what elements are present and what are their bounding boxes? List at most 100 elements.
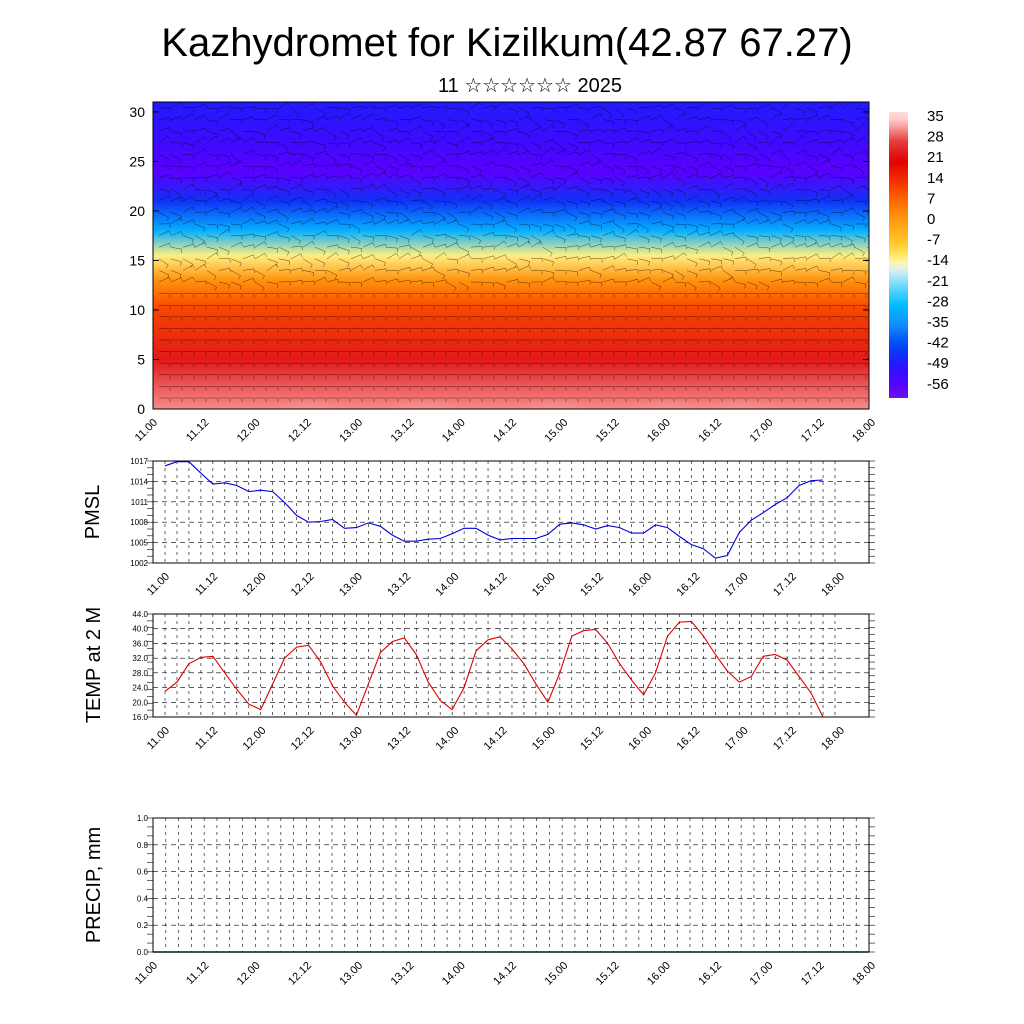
wind-barb	[722, 246, 733, 253]
wind-barb	[626, 246, 638, 250]
wind-barb-flag	[815, 111, 818, 116]
wind-barb	[698, 231, 710, 236]
wind-barb-flag	[612, 168, 614, 173]
wind-barb-flag	[840, 167, 843, 172]
wind-barb	[542, 223, 554, 227]
wind-barb-flag	[625, 127, 627, 132]
wind-barb-flag	[372, 254, 375, 259]
wind-barb-flag	[277, 248, 279, 253]
wind-barb	[806, 115, 818, 120]
temp-x-axis: 11.00 11.12 12.00 12.12 13.00 13.12 14.00 14.12…	[145, 725, 847, 753]
wind-barb-flag	[589, 220, 591, 225]
wind-barb	[278, 177, 290, 181]
wind-barb-flag	[192, 145, 195, 150]
wind-barb-flag	[180, 277, 183, 282]
wind-barb	[650, 129, 662, 132]
wind-barb-flag	[612, 180, 614, 185]
wind-barb-flag	[432, 121, 435, 126]
wind-barb-flag	[252, 206, 255, 211]
wind-barb	[446, 269, 458, 271]
wind-barb	[182, 142, 194, 146]
wind-barb-flag	[781, 271, 783, 276]
wind-barb	[362, 154, 374, 157]
wind-barb-flag	[552, 180, 554, 185]
wind-barb	[818, 159, 828, 167]
wind-barb	[794, 118, 806, 120]
wind-barb	[290, 235, 301, 242]
y-tick-label: 1.0	[137, 814, 149, 823]
wind-barb-flag	[381, 137, 385, 141]
wind-barb-flag	[504, 102, 507, 106]
wind-barb-flag	[625, 244, 627, 249]
wind-barb-flag	[779, 135, 783, 139]
wind-barb	[290, 107, 300, 116]
wind-barb-flag	[780, 238, 782, 243]
wind-barb	[446, 200, 458, 206]
wind-barb-flag	[204, 148, 207, 153]
wind-barb-flag	[264, 253, 267, 258]
wind-barb	[290, 177, 302, 179]
wind-barb-flag	[192, 206, 195, 211]
wind-barb	[302, 127, 314, 132]
wind-barb	[626, 107, 638, 113]
wind-barb-flag	[829, 220, 831, 225]
wind-barb-flag	[373, 140, 375, 145]
wind-barb-flag	[841, 139, 843, 144]
wind-barb-flag	[229, 128, 231, 133]
wind-barb	[602, 278, 614, 283]
x-tick-label: 16.00	[645, 417, 673, 445]
wind-barb	[326, 270, 337, 276]
wind-barb	[530, 188, 542, 193]
wind-barb-flag	[768, 219, 771, 224]
wind-barb-flag	[673, 255, 675, 260]
wind-barb-flag	[817, 174, 819, 179]
wind-barb	[758, 268, 770, 271]
wind-barb-flag	[600, 225, 603, 230]
wind-barb-flag	[240, 183, 243, 187]
wind-barb-flag	[300, 134, 302, 139]
wind-barb-flag	[765, 183, 769, 187]
wind-barb	[626, 165, 638, 168]
wind-barb	[650, 207, 661, 213]
wind-barb	[602, 188, 614, 194]
wind-barb-flag	[672, 226, 674, 231]
wind-barb-flag	[877, 209, 878, 213]
wind-barb-flag	[216, 252, 219, 257]
wind-barb	[482, 212, 494, 218]
wind-barb	[230, 242, 241, 248]
wind-barb-flag	[169, 174, 171, 179]
wind-barb	[722, 232, 734, 236]
wind-barb	[662, 188, 674, 194]
wind-barb	[410, 199, 422, 202]
wind-barb	[722, 258, 734, 262]
wind-barb-flag	[754, 194, 757, 199]
wind-barb-flag	[577, 245, 579, 250]
wind-barb	[818, 188, 830, 192]
wind-barb	[398, 154, 409, 160]
wind-barb	[278, 127, 290, 132]
wind-barb	[170, 212, 182, 217]
wind-barb-flag	[502, 217, 505, 222]
wind-barb-flag	[672, 138, 675, 143]
wind-barb	[578, 235, 590, 238]
wind-barb-flag	[286, 217, 289, 222]
wind-barb	[206, 252, 217, 260]
wind-barb-flag	[228, 171, 231, 176]
wind-barb	[674, 177, 686, 183]
wind-barb	[638, 246, 650, 249]
wind-barb	[470, 174, 482, 178]
wind-barb	[494, 212, 505, 218]
wind-barb-flag	[276, 283, 279, 288]
wind-barb-flag	[876, 146, 877, 150]
wind-barb	[494, 102, 505, 109]
wind-barb-flag	[180, 102, 183, 106]
wind-barb	[326, 130, 337, 138]
wind-barb	[182, 165, 194, 168]
wind-barb	[818, 242, 830, 248]
wind-barb-flag	[621, 229, 625, 234]
wind-barb-flag	[252, 218, 255, 223]
wind-barb	[614, 165, 626, 171]
wind-barb-flag	[337, 244, 339, 249]
wind-barb-flag	[240, 242, 243, 246]
wind-barb	[398, 218, 409, 225]
